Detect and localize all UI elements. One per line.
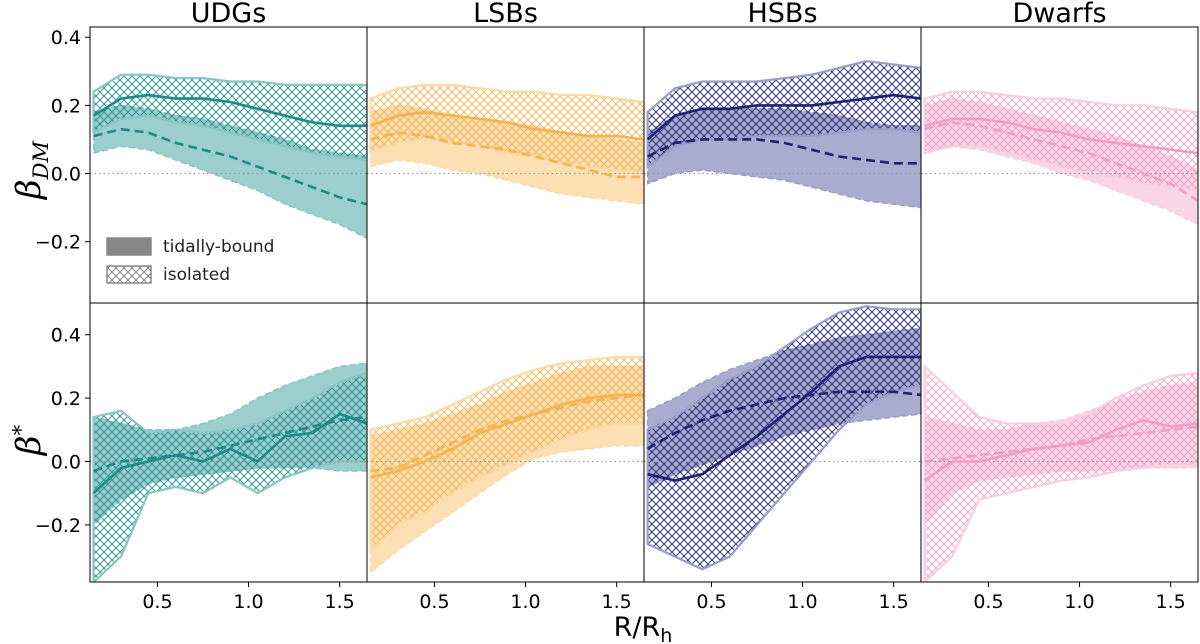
y-axis-label-dm-main: β	[9, 179, 49, 201]
x-tick-label-dwarfs-0: 0.5	[973, 591, 1003, 613]
y-axis-label-dm: βDM	[9, 141, 53, 201]
isolated-median-dwarfs-star	[923, 418, 1198, 482]
tidal-median-lsbs-star	[370, 393, 644, 473]
y-tick-label-dm-3: −0.2	[35, 232, 81, 254]
x-tick-label-hsbs-2: 1.5	[879, 591, 909, 613]
panel-title-udgs: UDGs	[191, 0, 267, 29]
isolated-median-hsbs-dm	[646, 93, 921, 141]
y-axis-label-star-sub: *	[9, 424, 33, 435]
x-tick-label-lsbs-0: 0.5	[419, 591, 449, 613]
tidal-median-udgs-dm	[93, 127, 367, 206]
isolated-median-lsbs-star	[370, 393, 644, 479]
y-axis-label-dm-sub: DM	[29, 141, 53, 181]
tidal-median-hsbs-dm	[647, 138, 921, 165]
y-tick-label-dm-1: 0.2	[51, 95, 81, 117]
y-tick-label-star-0: 0.4	[51, 325, 81, 347]
x-tick-label-lsbs-2: 1.5	[602, 591, 632, 613]
panel-dwarfs-dm	[921, 90, 1198, 226]
panel-title-lsbs: LSBs	[473, 0, 538, 29]
tidal-median-lsbs-dm	[370, 131, 644, 179]
x-tick-label-hsbs-0: 0.5	[696, 591, 726, 613]
isolated-band-dwarfs-dm	[923, 90, 1198, 192]
y-tick-label-star-2: 0.0	[51, 452, 81, 474]
y-axis-label-star: β*	[9, 424, 49, 457]
panel-title-hsbs: HSBs	[747, 0, 817, 29]
legend-label-isolated: isolated	[163, 265, 230, 285]
panels-layer	[90, 59, 1198, 582]
x-tick-label-dwarfs-2: 1.5	[1156, 591, 1186, 613]
axes-layer: 0.4 0.2 0.0 −0.2 0.4 0.2 0.0 −0.2 0.5 1.0 1.5 UDGs 0…	[35, 0, 1199, 613]
isolated-median-dwarfs-dm	[924, 117, 1198, 155]
y-axis-label-star-main: β	[9, 435, 49, 457]
y-tick-label-star-1: 0.2	[51, 388, 81, 410]
tidal-median-hsbs-star	[646, 390, 921, 450]
panel-hsbs-dm	[644, 59, 921, 209]
isolated-band-hsbs-star	[646, 305, 921, 571]
legend: tidally-bound isolated	[106, 237, 274, 285]
x-tick-label-udgs-0: 0.5	[142, 591, 172, 613]
legend-label-tidally-bound: tidally-bound	[163, 237, 274, 257]
panel-lsbs-dm	[367, 83, 644, 205]
isolated-median-lsbs-dm	[370, 110, 644, 141]
tidal-median-dwarfs-star	[924, 425, 1198, 463]
x-axis-label-sub: h	[660, 625, 672, 644]
y-tick-label-dm-2: 0.0	[51, 164, 81, 186]
y-tick-label-star-3: −0.2	[35, 515, 81, 537]
tidal-median-dwarfs-dm	[924, 121, 1198, 202]
isolated-median-udgs-star	[92, 412, 367, 495]
panel-title-dwarfs: Dwarfs	[1012, 0, 1106, 29]
y-tick-label-dm-0: 0.4	[51, 27, 81, 49]
x-tick-label-lsbs-1: 1.0	[510, 591, 540, 613]
panel-dwarfs-star	[921, 363, 1198, 582]
isolated-band-udgs-star	[92, 371, 367, 582]
panel-hsbs-star	[644, 305, 921, 571]
isolated-band-dwarfs-star	[923, 363, 1198, 582]
panel-udgs-star	[90, 362, 367, 582]
frame-dwarfs-star	[920, 302, 1199, 583]
x-tick-label-udgs-2: 1.5	[325, 591, 355, 613]
legend-swatch-tidally-bound	[106, 237, 152, 256]
isolated-median-hsbs-star	[647, 355, 921, 482]
tidal-median-udgs-star	[93, 415, 367, 473]
x-axis-label-main: R/R	[614, 612, 661, 643]
x-tick-label-dwarfs-1: 1.0	[1064, 591, 1094, 613]
x-axis-label: R/Rh	[614, 612, 673, 644]
legend-swatch-isolated	[106, 265, 152, 284]
x-tick-label-hsbs-1: 1.0	[787, 591, 817, 613]
x-tick-label-udgs-1: 1.0	[233, 591, 263, 613]
panel-lsbs-star	[367, 355, 644, 575]
isolated-median-udgs-dm	[92, 93, 367, 128]
panel-udgs-dm	[90, 73, 367, 240]
